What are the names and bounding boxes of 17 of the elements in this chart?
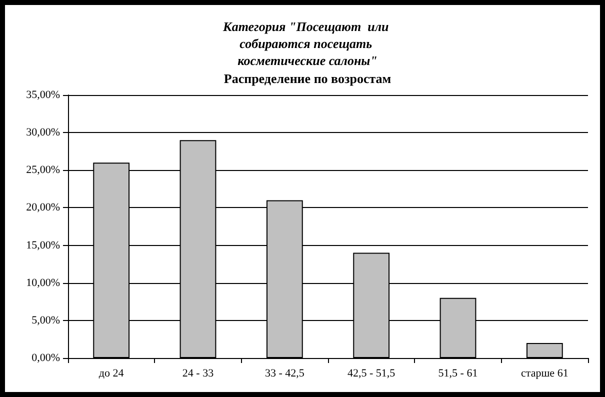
x-tick-label: до 24 <box>98 368 124 380</box>
chart-title: Категория "Посещают или собираются посещать косметические салоны" <box>222 19 392 68</box>
x-tick-label: 51,5 - 61 <box>438 368 478 380</box>
y-tick-label: 0,00% <box>32 352 60 364</box>
x-tick-label: 33 - 42,5 <box>264 368 305 380</box>
x-tick-label: старше 61 <box>521 368 568 380</box>
y-tick-label: 5,00% <box>32 314 60 326</box>
y-tick-label: 25,00% <box>26 164 60 176</box>
y-tick-label: 20,00% <box>26 202 60 214</box>
y-tick-label: 30,00% <box>26 126 60 139</box>
chart-subtitle: Распределение по возростам <box>224 71 392 86</box>
x-tick-label: 42,5 - 51,5 <box>347 368 396 380</box>
y-tick-label: 10,00% <box>26 276 60 289</box>
y-tick-label: 35,00% <box>26 89 60 101</box>
y-tick-label: 15,00% <box>26 239 60 252</box>
bar <box>526 342 563 358</box>
x-tick-label: 24 - 33 <box>182 368 214 380</box>
